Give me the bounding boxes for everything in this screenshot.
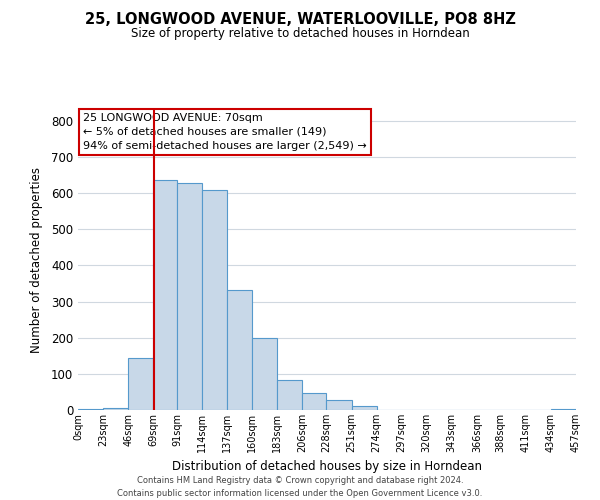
Bar: [103, 408, 128, 410]
Bar: [177, 182, 202, 410]
Bar: [227, 290, 253, 410]
Bar: [128, 358, 153, 410]
Bar: [202, 190, 227, 410]
Text: 25 LONGWOOD AVENUE: 70sqm
← 5% of detached houses are smaller (149)
94% of semi-: 25 LONGWOOD AVENUE: 70sqm ← 5% of detach…: [83, 113, 367, 151]
Bar: [78, 409, 103, 410]
X-axis label: Distribution of detached houses by size in Horndean: Distribution of detached houses by size …: [172, 460, 482, 473]
Bar: [352, 406, 377, 410]
Text: 25, LONGWOOD AVENUE, WATERLOOVILLE, PO8 8HZ: 25, LONGWOOD AVENUE, WATERLOOVILLE, PO8 …: [85, 12, 515, 28]
Bar: [302, 394, 326, 410]
Bar: [277, 380, 302, 410]
Bar: [551, 408, 576, 410]
Y-axis label: Number of detached properties: Number of detached properties: [29, 167, 43, 353]
Text: Contains HM Land Registry data © Crown copyright and database right 2024.
Contai: Contains HM Land Registry data © Crown c…: [118, 476, 482, 498]
Bar: [253, 338, 277, 410]
Bar: [153, 180, 177, 410]
Bar: [326, 400, 352, 410]
Text: Size of property relative to detached houses in Horndean: Size of property relative to detached ho…: [131, 28, 469, 40]
